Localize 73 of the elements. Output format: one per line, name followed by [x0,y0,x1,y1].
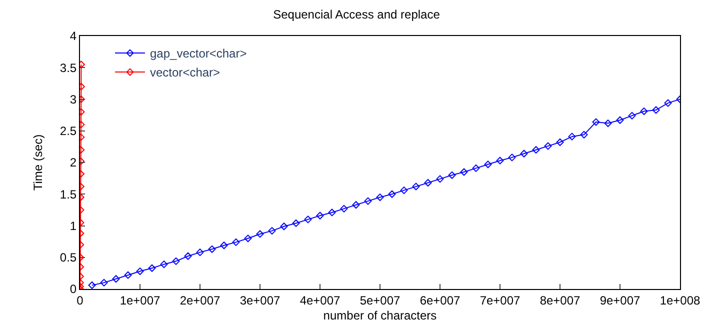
point [604,120,612,128]
y-tick-label: 3 [70,92,77,106]
x-tick-label: 9e+007 [600,293,641,308]
y-tick-label: 2.5 [60,124,77,138]
x-tick-label: 5e+007 [360,293,401,308]
point [400,186,408,194]
point [664,99,672,107]
point [652,106,660,114]
point [376,194,384,202]
x-axis-title: number of characters [323,308,437,322]
point [196,248,204,256]
point [484,160,492,168]
point [640,108,648,116]
point [412,182,420,190]
x-tick-label: 3e+007 [240,293,281,308]
point [544,142,552,150]
legend-label: vector<char> [150,66,220,80]
point [136,268,144,276]
y-tick-label: 2 [70,156,77,170]
point [100,278,108,286]
point [232,238,240,246]
y-axis-title: Time (sec) [31,134,46,191]
x-tick-label: 7e+007 [480,293,521,308]
point [508,154,516,162]
point [616,116,624,124]
x-tick-label: 2e+007 [180,293,221,308]
point [316,212,324,220]
point [424,178,432,186]
point [448,171,456,179]
point [328,208,336,216]
point [364,197,372,205]
x-tick-label: 1e+007 [120,293,161,308]
legend-label: gap_vector<char> [150,46,247,61]
point [184,252,192,260]
chart-title: Sequencial Access and replace [273,7,440,22]
point [532,146,540,154]
point [256,230,264,238]
point [628,112,636,120]
point [580,130,588,138]
point [436,175,444,183]
point [592,118,600,126]
point [352,201,360,209]
y-tick-label: 1.5 [60,187,77,202]
x-tick-label: 4e+007 [300,293,341,308]
x-tick-label: 1e+008 [660,293,701,308]
point [112,275,120,283]
point [304,216,312,224]
x-tick-label: 6e+007 [420,293,461,308]
point [280,222,288,230]
y-tick-label: 0.5 [60,250,77,265]
point [472,164,480,172]
y-tick-label: 3.5 [60,60,77,75]
point [220,242,228,250]
point [148,264,156,272]
point [340,204,348,212]
point [124,271,132,279]
point [460,168,468,176]
point [172,257,180,265]
point [292,219,300,227]
y-tick-label: 0 [70,282,77,296]
y-tick-label: 4 [70,29,77,44]
x-tick-label: 8e+007 [540,293,581,308]
point [520,150,528,158]
point [496,156,504,164]
point [160,260,168,268]
point [244,234,252,242]
y-tick-label: 1 [70,218,77,233]
point [568,132,576,140]
point [88,281,96,289]
point [268,227,276,235]
point [208,245,216,253]
point [388,190,396,198]
point [556,138,564,146]
